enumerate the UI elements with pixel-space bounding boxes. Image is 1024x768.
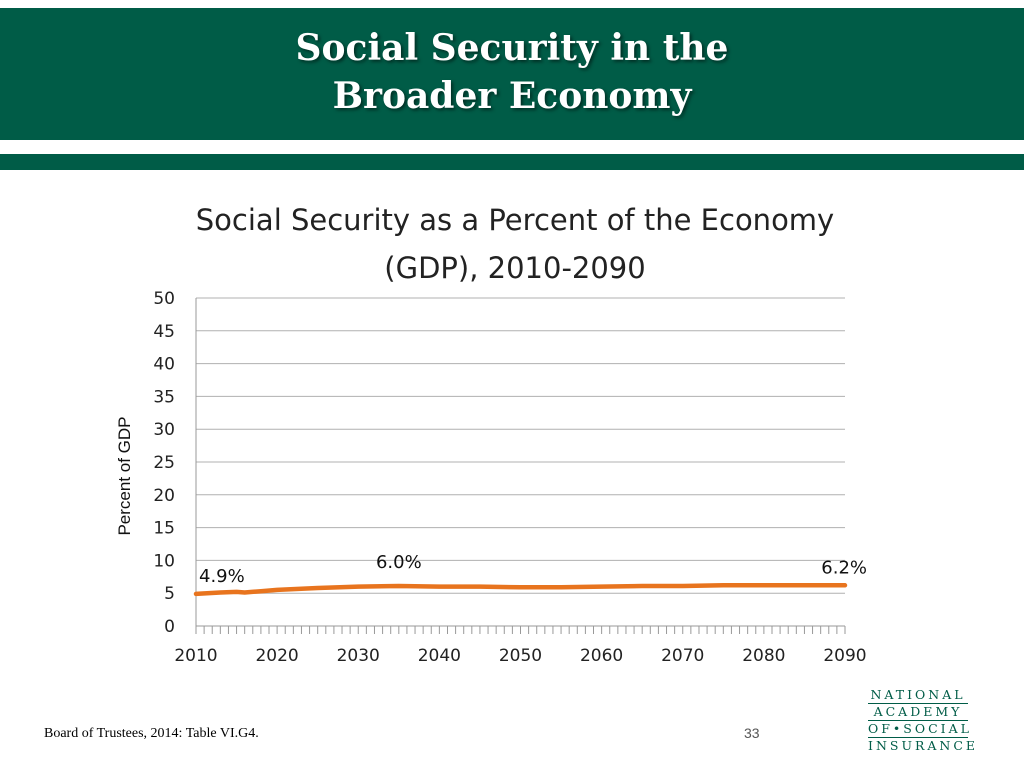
nasi-logo: NATIONAL ACADEMY OF•SOCIAL INSURANCE xyxy=(868,687,979,753)
chart-title-line1: Social Security as a Percent of the Econ… xyxy=(195,203,835,237)
slide-title: Social Security in the Broader Economy xyxy=(0,24,1024,120)
y-tick-label: 45 xyxy=(153,322,175,342)
chart-title-line2: (GDP), 2010-2090 xyxy=(384,251,646,285)
page-number: 33 xyxy=(744,725,760,741)
y-tick-label: 0 xyxy=(164,617,175,637)
title-bar xyxy=(0,8,1024,140)
data-label: 6.2% xyxy=(821,557,867,578)
x-tick-label: 2080 xyxy=(742,646,785,666)
x-tick-label: 2020 xyxy=(255,646,298,666)
y-tick-label: 50 xyxy=(153,289,175,309)
data-label: 4.9% xyxy=(199,566,245,587)
chart-title: Social Security as a Percent of the Econ… xyxy=(130,196,900,292)
logo-line-4: INSURANCE xyxy=(868,738,979,753)
logo-line-1: NATIONAL xyxy=(870,687,966,702)
y-tick-label: 10 xyxy=(153,551,175,571)
x-tick-label: 2050 xyxy=(499,646,542,666)
x-tick-label: 2090 xyxy=(823,646,866,666)
logo-line-3: OF•SOCIAL xyxy=(868,721,972,736)
logo-divider xyxy=(868,703,968,704)
slide-title-line1: Social Security in the xyxy=(295,27,729,69)
y-tick-label: 35 xyxy=(153,387,175,407)
y-tick-label: 15 xyxy=(153,519,175,539)
slide-title-line2: Broader Economy xyxy=(332,75,692,117)
y-tick-label: 5 xyxy=(164,584,175,604)
y-tick-label: 25 xyxy=(153,453,175,473)
y-tick-label: 20 xyxy=(153,486,175,506)
x-tick-label: 2040 xyxy=(418,646,461,666)
logo-divider xyxy=(868,737,968,738)
x-tick-label: 2070 xyxy=(661,646,704,666)
data-label: 6.0% xyxy=(376,552,422,573)
series-line xyxy=(193,583,848,597)
x-tick-label: 2030 xyxy=(337,646,380,666)
logo-divider xyxy=(868,720,968,721)
y-axis-label: Percent of GDP xyxy=(115,416,134,535)
footer-source: Board of Trustees, 2014: Table VI.G4. xyxy=(44,726,259,741)
logo-line-2: ACADEMY xyxy=(873,704,963,719)
title-divider xyxy=(0,154,1024,170)
x-tick-label: 2060 xyxy=(580,646,623,666)
x-tick-label: 2010 xyxy=(174,646,217,666)
y-tick-label: 40 xyxy=(153,355,175,375)
y-tick-label: 30 xyxy=(153,420,175,440)
